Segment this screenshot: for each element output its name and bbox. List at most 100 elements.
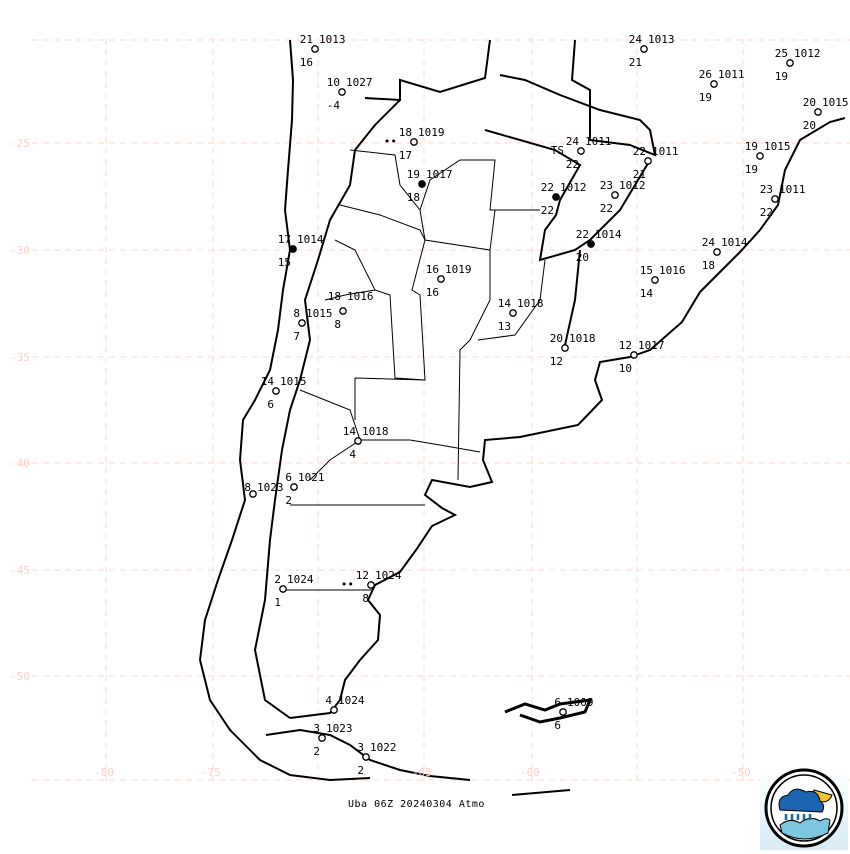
station-pressure: 1018 xyxy=(362,425,389,438)
station-dewpoint: 12 xyxy=(550,355,563,368)
station-dewpoint: 21 xyxy=(633,168,646,181)
station-circle-icon xyxy=(552,193,560,201)
present-weather-symbol: •• xyxy=(384,135,397,148)
station-circle-icon xyxy=(362,753,370,761)
station-dewpoint: 19 xyxy=(745,163,758,176)
station-plot: 15 1016 14 xyxy=(640,264,686,300)
station-plot: 8 1015 7 xyxy=(293,307,332,343)
station-pressure: 1014 xyxy=(595,228,622,241)
lat-label: -30 xyxy=(10,244,30,257)
station-temperature: 22 xyxy=(541,181,554,194)
station-temperature: 20 xyxy=(550,332,563,345)
station-plot: 14 1018 13 xyxy=(498,297,544,333)
lat-label: -25 xyxy=(10,137,30,150)
station-pressure: 1009 xyxy=(567,696,594,709)
station-dewpoint: 19 xyxy=(699,91,712,104)
station-plot: 23 1012 22 xyxy=(600,179,646,215)
station-temperature: 15 xyxy=(640,264,653,277)
station-circle-icon xyxy=(354,437,362,445)
station-circle-icon xyxy=(289,245,297,253)
station-pressure: 1012 xyxy=(794,47,821,60)
tierra-del-fuego-coast xyxy=(265,728,571,796)
north-borders xyxy=(364,39,657,346)
cloud-rain-sun-logo-icon xyxy=(764,768,844,848)
station-temperature: 24 xyxy=(566,135,580,148)
station-circle-icon xyxy=(644,157,652,165)
station-plot: 14 1015 6 xyxy=(261,375,307,411)
station-plot: 12 1024 8 •• xyxy=(341,569,402,605)
weather-logo xyxy=(760,765,848,850)
station-plot: 6 1009 6 xyxy=(554,696,593,732)
station-dewpoint: 20 xyxy=(803,119,816,132)
station-plot: 18 1019 17•• xyxy=(384,126,445,162)
lon-label: -80 xyxy=(94,766,114,779)
station-plot: 3 1022 2 xyxy=(357,741,396,777)
atlantic-coastline xyxy=(289,117,846,719)
station-pressure: 1011 xyxy=(718,68,745,81)
station-temperature: 20 xyxy=(803,96,816,109)
station-pressure: 1015 xyxy=(764,140,791,153)
station-circle-icon xyxy=(630,351,638,359)
station-dewpoint: 8 xyxy=(334,318,341,331)
station-temperature: 21 xyxy=(300,33,313,46)
station-plot: 17 1014 15 xyxy=(278,233,324,269)
station-pressure: 1012 xyxy=(560,181,587,194)
station-circle-icon xyxy=(249,490,257,498)
station-pressure: 1018 xyxy=(569,332,596,345)
station-plot: 22 1011 21 xyxy=(633,145,679,181)
station-plot: 18 1016 8 xyxy=(328,290,374,331)
station-circle-icon xyxy=(611,191,619,199)
station-dewpoint: -4 xyxy=(327,99,341,112)
station-temperature: 24 xyxy=(629,33,643,46)
station-temperature: 14 xyxy=(343,425,357,438)
station-plot: 20 1018 12 xyxy=(550,332,596,368)
falklands xyxy=(504,698,593,724)
station-pressure: 1024 xyxy=(287,573,314,586)
pacific-coastline xyxy=(198,39,371,782)
station-circle-icon xyxy=(640,45,648,53)
station-dewpoint: 22 xyxy=(760,206,773,219)
station-circle-icon xyxy=(710,80,718,88)
station-temperature: 8 xyxy=(293,307,300,320)
station-plot: 22 1012 22 xyxy=(541,181,587,217)
lat-label: -50 xyxy=(10,670,30,683)
station-plot: 6 1021 2 xyxy=(285,471,324,507)
station-plot: 26 1011 19 xyxy=(699,68,745,104)
station-pressure: 1011 xyxy=(652,145,679,158)
station-circle-icon xyxy=(418,180,426,188)
station-circle-icon xyxy=(311,45,319,53)
station-dewpoint: 22 xyxy=(566,158,579,171)
lat-label: -40 xyxy=(10,457,30,470)
station-plot: 21 1013 16 xyxy=(300,33,346,69)
station-temperature: 3 xyxy=(313,722,320,735)
station-circle-icon xyxy=(298,319,306,327)
station-temperature: 12 xyxy=(356,569,369,582)
station-dewpoint: 18 xyxy=(407,191,420,204)
station-plot: 16 1019 16 xyxy=(426,263,472,299)
station-temperature: 18 xyxy=(399,126,412,139)
station-dewpoint: 19 xyxy=(775,70,788,83)
station-plot: 23 1011 22 xyxy=(760,183,806,219)
station-circle-icon xyxy=(814,108,822,116)
station-temperature: 12 xyxy=(619,339,632,352)
station-plot: 4 1024 xyxy=(325,694,365,714)
station-plot: 12 1017 10 xyxy=(619,339,665,375)
station-pressure: 1012 xyxy=(619,179,646,192)
station-pressure: 1027 xyxy=(346,76,373,89)
station-temperature: 24 xyxy=(702,236,716,249)
station-circle-icon xyxy=(290,483,298,491)
station-circle-icon xyxy=(756,152,764,160)
station-temperature: 23 xyxy=(600,179,613,192)
station-circle-icon xyxy=(561,344,569,352)
station-plot: 8 1023 xyxy=(244,481,284,498)
station-dewpoint: 21 xyxy=(629,56,642,69)
station-plot: 22 1014 20 xyxy=(576,228,622,264)
chile-argentina-border xyxy=(253,99,401,719)
station-dewpoint: 22 xyxy=(600,202,613,215)
station-pressure: 1017 xyxy=(426,168,453,181)
station-pressure: 1011 xyxy=(779,183,806,196)
station-pressure: 1013 xyxy=(319,33,346,46)
lon-label: -75 xyxy=(201,766,221,779)
station-pressure: 1016 xyxy=(347,290,374,303)
